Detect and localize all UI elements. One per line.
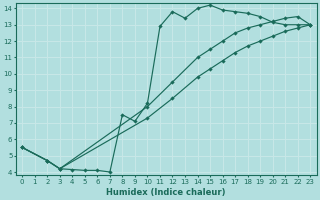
X-axis label: Humidex (Indice chaleur): Humidex (Indice chaleur) (107, 188, 226, 197)
